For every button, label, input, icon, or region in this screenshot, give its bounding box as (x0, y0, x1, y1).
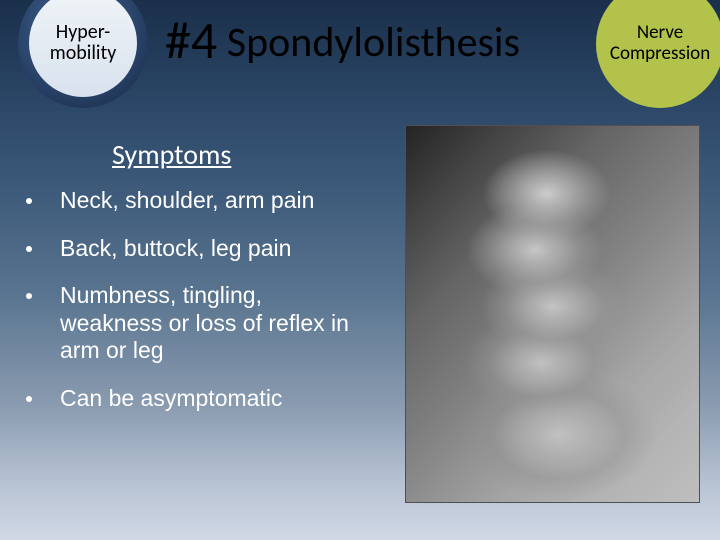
bullet-icon (26, 396, 32, 402)
badge-left-line2: mobility (50, 43, 117, 64)
list-item-text: Numbness, tingling, weakness or loss of … (60, 282, 366, 365)
title-number: #4 (165, 8, 217, 72)
nerve-compression-badge: Nerve Compression (596, 0, 720, 108)
list-item: Back, buttock, leg pain (26, 235, 366, 263)
slide-title: #4 Spondylolisthesis (165, 8, 520, 72)
symptoms-list: Neck, shoulder, arm pain Back, buttock, … (26, 187, 366, 433)
list-item: Can be asymptomatic (26, 385, 366, 413)
bullet-icon (26, 198, 32, 204)
xray-image (405, 125, 700, 503)
badge-right-line2: Compression (610, 44, 710, 65)
bullet-icon (26, 246, 32, 252)
title-text: Spondylolisthesis (227, 17, 520, 68)
list-item-text: Back, buttock, leg pain (60, 235, 291, 263)
bullet-icon (26, 293, 32, 299)
hypermobility-badge: Hyper- mobility (18, 0, 148, 108)
hypermobility-badge-inner: Hyper- mobility (29, 0, 137, 97)
list-item-text: Neck, shoulder, arm pain (60, 187, 314, 215)
list-item: Numbness, tingling, weakness or loss of … (26, 282, 366, 365)
badge-right-line1: Nerve (637, 23, 683, 44)
symptoms-heading: Symptoms (112, 137, 231, 172)
list-item: Neck, shoulder, arm pain (26, 187, 366, 215)
header-row: Hyper- mobility #4 Spondylolisthesis Ner… (0, 0, 720, 95)
content-area: Symptoms Neck, shoulder, arm pain Back, … (0, 95, 720, 540)
list-item-text: Can be asymptomatic (60, 385, 282, 413)
badge-left-line1: Hyper- (56, 22, 110, 43)
